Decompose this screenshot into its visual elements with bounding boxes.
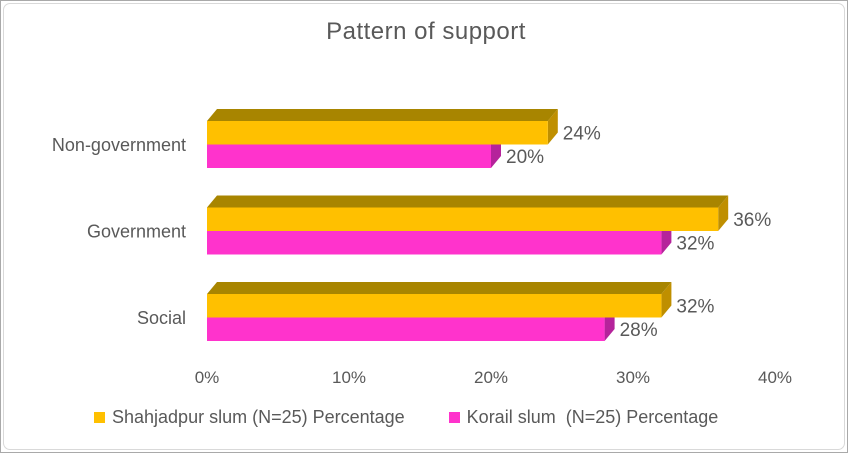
category-label: Government: [87, 222, 186, 242]
legend-label-shahjadpur: Shahjadpur slum (N=25) Percentage: [112, 407, 405, 427]
legend-item-shahjadpur: Shahjadpur slum (N=25) Percentage: [94, 407, 405, 428]
x-axis-tick-label: 20%: [474, 368, 508, 387]
bar-data-label: 32%: [676, 296, 714, 317]
bar-front-face: [207, 207, 719, 231]
category-label: Social: [137, 308, 186, 328]
bar-front-face: [207, 317, 605, 341]
legend-item-korail: Korail slum (N=25) Percentage: [448, 407, 719, 428]
bar-data-label: 36%: [733, 210, 771, 231]
bar-data-label: 24%: [563, 123, 601, 144]
bar-front-face: [207, 294, 662, 318]
bar-top-face: [207, 282, 672, 294]
legend-swatch-korail: [448, 412, 460, 423]
bar-side-face: [547, 109, 558, 145]
bar-side-face: [718, 195, 729, 231]
bar-data-label: 20%: [506, 147, 544, 168]
legend-swatch-shahjadpur: [94, 412, 105, 423]
category-label: Non-government: [52, 135, 186, 155]
legend-label-korail: Korail slum (N=25) Percentage: [466, 407, 719, 427]
bar-front-face: [207, 121, 548, 145]
bar-front-face: [207, 231, 662, 255]
x-axis-tick-label: 30%: [616, 368, 650, 387]
legend: Shahjadpur slum (N=25) Percentage Korail…: [1, 407, 850, 428]
bar-front-face: [207, 144, 491, 168]
bar-data-label: 28%: [620, 320, 658, 341]
bar-top-face: [207, 195, 729, 208]
bar-data-label: 32%: [676, 233, 714, 254]
bar-side-face: [661, 282, 672, 318]
bar-top-face: [207, 109, 558, 121]
x-axis-tick-label: 0%: [195, 368, 220, 387]
chart-title: Pattern of support: [326, 18, 526, 45]
x-axis-tick-label: 10%: [332, 368, 366, 387]
x-axis-tick-label: 40%: [758, 368, 792, 387]
